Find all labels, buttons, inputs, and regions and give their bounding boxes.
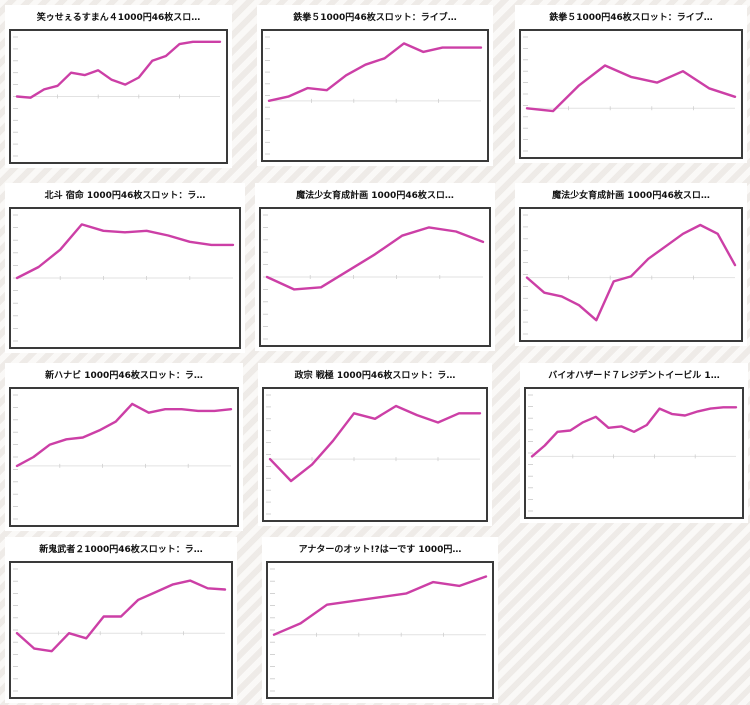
line-chart-svg [270,568,488,692]
plot-area [261,29,489,162]
plot-area [519,207,743,342]
chart-title: 新ハナビ 1000円46枚スロット：ラ… [45,370,203,381]
plot-area [9,387,239,527]
plot-area [9,29,228,164]
chart-title: 鉄拳５1000円46枚スロット：ライブ… [293,12,457,23]
line-chart-svg [266,394,482,515]
chart-title: 魔法少女育成計画 1000円46枚スロ… [552,190,710,201]
chart-title: 笑ゥせぇるすまん４1000円46枚スロ… [36,12,201,23]
chart-panel: 鉄拳５1000円46枚スロット：ライブ… [515,5,747,163]
series-line [525,64,737,113]
plot-area [259,207,491,347]
series-line [272,575,488,636]
chart-title: 新鬼武者２1000円46枚スロット：ラ… [39,544,203,555]
chart-panel: 魔法少女育成計画 1000円46枚スロ… [515,183,747,346]
chart-panel: 新鬼武者２1000円46枚スロット：ラ… [5,537,237,703]
plot-area [519,29,743,159]
chart-panel: 新ハナビ 1000円46枚スロット：ラ… [5,363,243,531]
line-chart-svg [13,394,233,520]
line-chart-svg [13,568,227,692]
plot-area [9,561,233,699]
chart-panel: 笑ゥせぇるすまん４1000円46枚スロ… [5,5,232,168]
chart-panel: バイオハザード７レジデントイービル 1… [520,363,748,523]
series-line [15,402,233,468]
chart-panel: 魔法少女育成計画 1000円46枚スロ… [255,183,495,351]
plot-area [266,561,494,699]
line-chart-svg [523,36,737,152]
line-chart-svg [523,214,737,335]
plot-area [524,387,744,519]
chart-panel: 北斗 宿命 1000円46枚スロット：ラ… [5,183,245,353]
series-line [265,226,485,291]
chart-panel: 政宗 戦極 1000円46枚スロット：ラ… [258,363,492,526]
chart-title: 政宗 戦極 1000円46枚スロット：ラ… [294,370,456,381]
line-chart-svg [13,36,222,157]
series-line [15,40,222,99]
line-chart-svg [263,214,485,340]
series-line [268,404,482,483]
chart-panel: アナターのオット!?はーです 1000円… [262,537,498,703]
line-chart-svg [13,214,235,342]
line-chart-svg [528,394,738,512]
plot-area [262,387,488,522]
series-line [15,223,235,280]
line-chart-svg [265,36,483,155]
chart-title: アナターのオット!?はーです 1000円… [298,544,462,555]
series-line [267,42,483,103]
chart-panel: 鉄拳５1000円46枚スロット：ライブ… [257,5,493,166]
series-line [525,223,737,322]
series-line [530,406,738,458]
chart-title: 北斗 宿命 1000円46枚スロット：ラ… [44,190,206,201]
chart-title: 鉄拳５1000円46枚スロット：ライブ… [549,12,713,23]
chart-title: 魔法少女育成計画 1000円46枚スロ… [296,190,454,201]
chart-title: バイオハザード７レジデントイービル 1… [548,370,720,381]
plot-area [9,207,241,349]
series-line [15,579,227,653]
